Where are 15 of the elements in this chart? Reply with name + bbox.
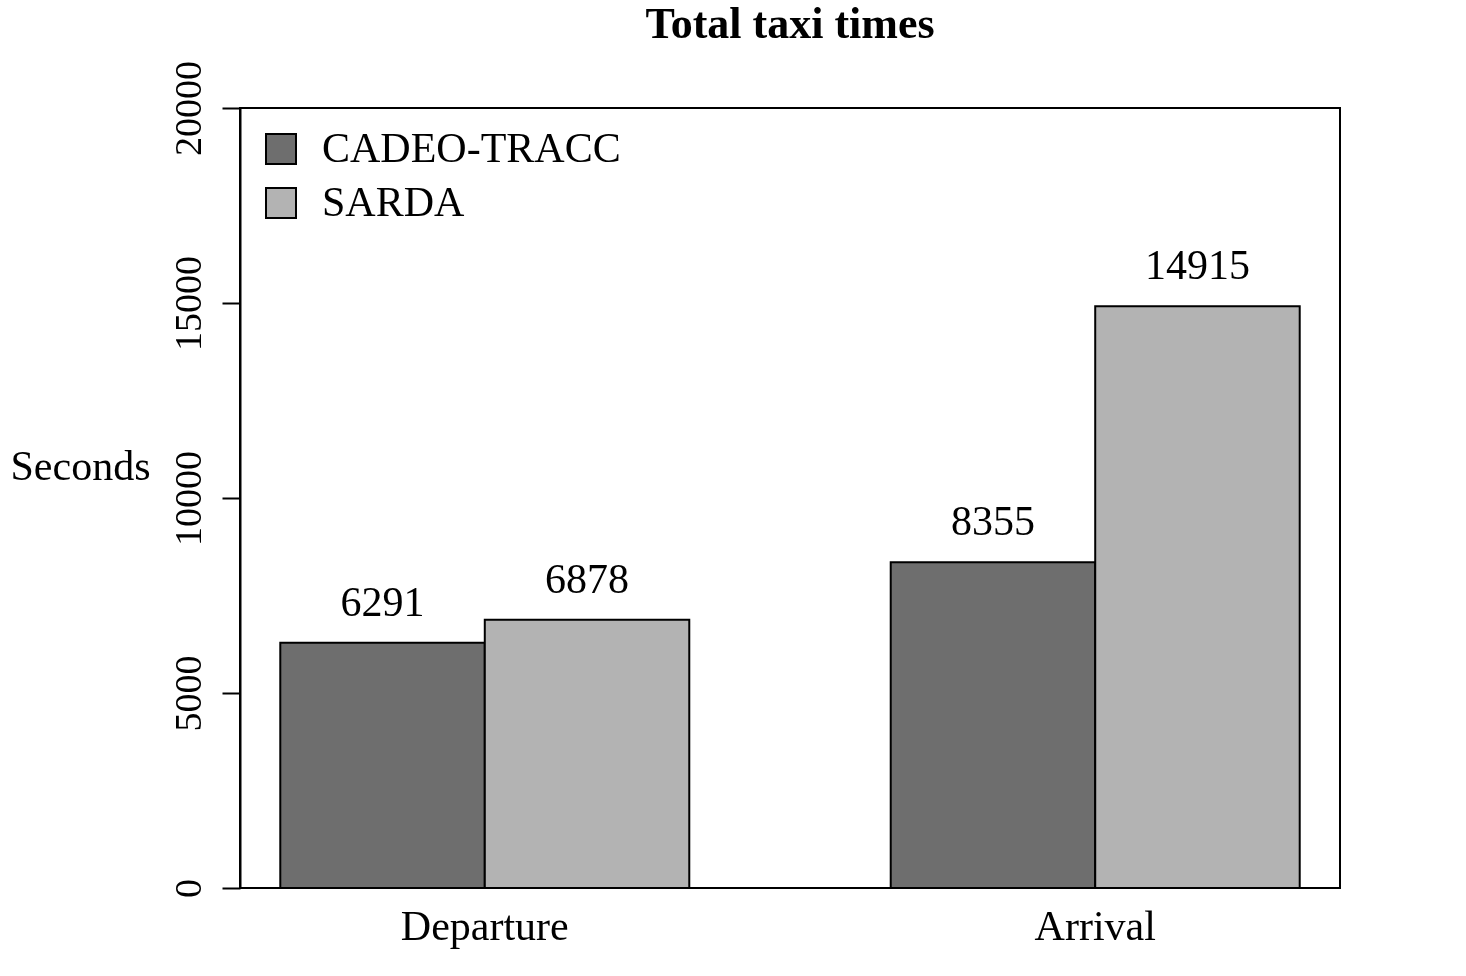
- y-axis-title: Seconds: [10, 442, 151, 489]
- legend-label: SARDA: [322, 179, 466, 225]
- data-label: 6878: [545, 555, 630, 602]
- x-tick-label: Arrival: [1034, 902, 1156, 949]
- legend-label: CADEO-TRACC: [322, 125, 621, 171]
- data-label: 8355: [950, 498, 1035, 545]
- data-label: 6291: [340, 578, 425, 625]
- y-tick-label: 15000: [166, 256, 209, 351]
- y-tick-label: 5000: [166, 655, 209, 732]
- data-label: 14915: [1144, 242, 1250, 289]
- y-tick-label: 20000: [166, 61, 209, 156]
- chart-title: Total taxi times: [645, 0, 935, 48]
- y-tick-label: 10000: [166, 451, 209, 546]
- x-tick-label: Departure: [400, 902, 569, 949]
- y-tick-label: 0: [166, 879, 209, 898]
